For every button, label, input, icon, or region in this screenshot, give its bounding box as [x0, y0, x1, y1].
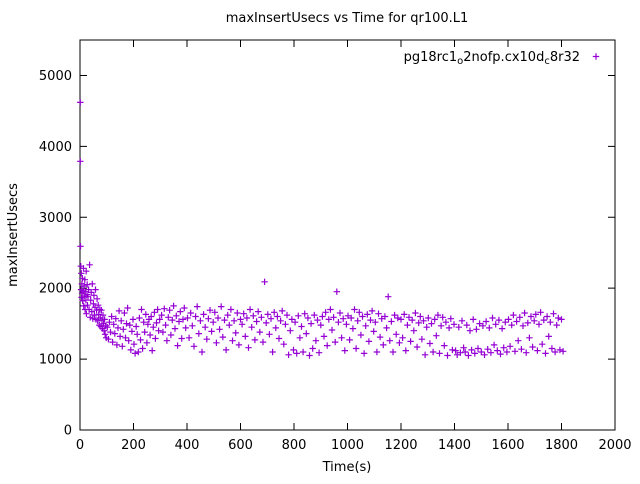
chart-title: maxInsertUsecs vs Time for qr100.L1 — [226, 11, 469, 26]
x-tick-label: 1600 — [491, 438, 524, 453]
x-tick-label: 1200 — [384, 438, 417, 453]
x-axis-label: Time(s) — [322, 460, 372, 475]
x-tick-label: 2000 — [598, 438, 631, 453]
x-tick-label: 1800 — [545, 438, 578, 453]
y-tick-label: 0 — [64, 424, 72, 439]
x-tick-label: 600 — [228, 438, 253, 453]
legend-label: pg18rc1o2nofp.cx10dc8r32 — [404, 50, 580, 67]
scatter-plus-markers — [77, 99, 567, 359]
y-tick-label: 3000 — [39, 211, 72, 226]
y-tick-label: 1000 — [39, 353, 72, 368]
x-tick-label: 1000 — [331, 438, 364, 453]
axis-ticks — [79, 40, 616, 431]
x-tick-label: 0 — [76, 438, 84, 453]
y-tick-label: 4000 — [39, 140, 72, 155]
y-tick-label: 5000 — [39, 69, 72, 84]
y-axis-label: maxInsertUsecs — [6, 183, 21, 287]
x-tick-label: 200 — [121, 438, 146, 453]
plot-border — [79, 39, 616, 431]
axis-tick-labels: 0 200 400 600 800 1000 1200 1400 1600 1800 2000 0 10… — [39, 69, 632, 453]
data-points — [77, 99, 567, 359]
legend: pg18rc1o2nofp.cx10dc8r32 — [404, 50, 600, 67]
y-tick-label: 2000 — [39, 282, 72, 297]
legend-marker-icon — [592, 53, 600, 60]
x-tick-label: 400 — [175, 438, 200, 453]
x-tick-label: 800 — [282, 438, 307, 453]
x-tick-label: 1400 — [438, 438, 471, 453]
